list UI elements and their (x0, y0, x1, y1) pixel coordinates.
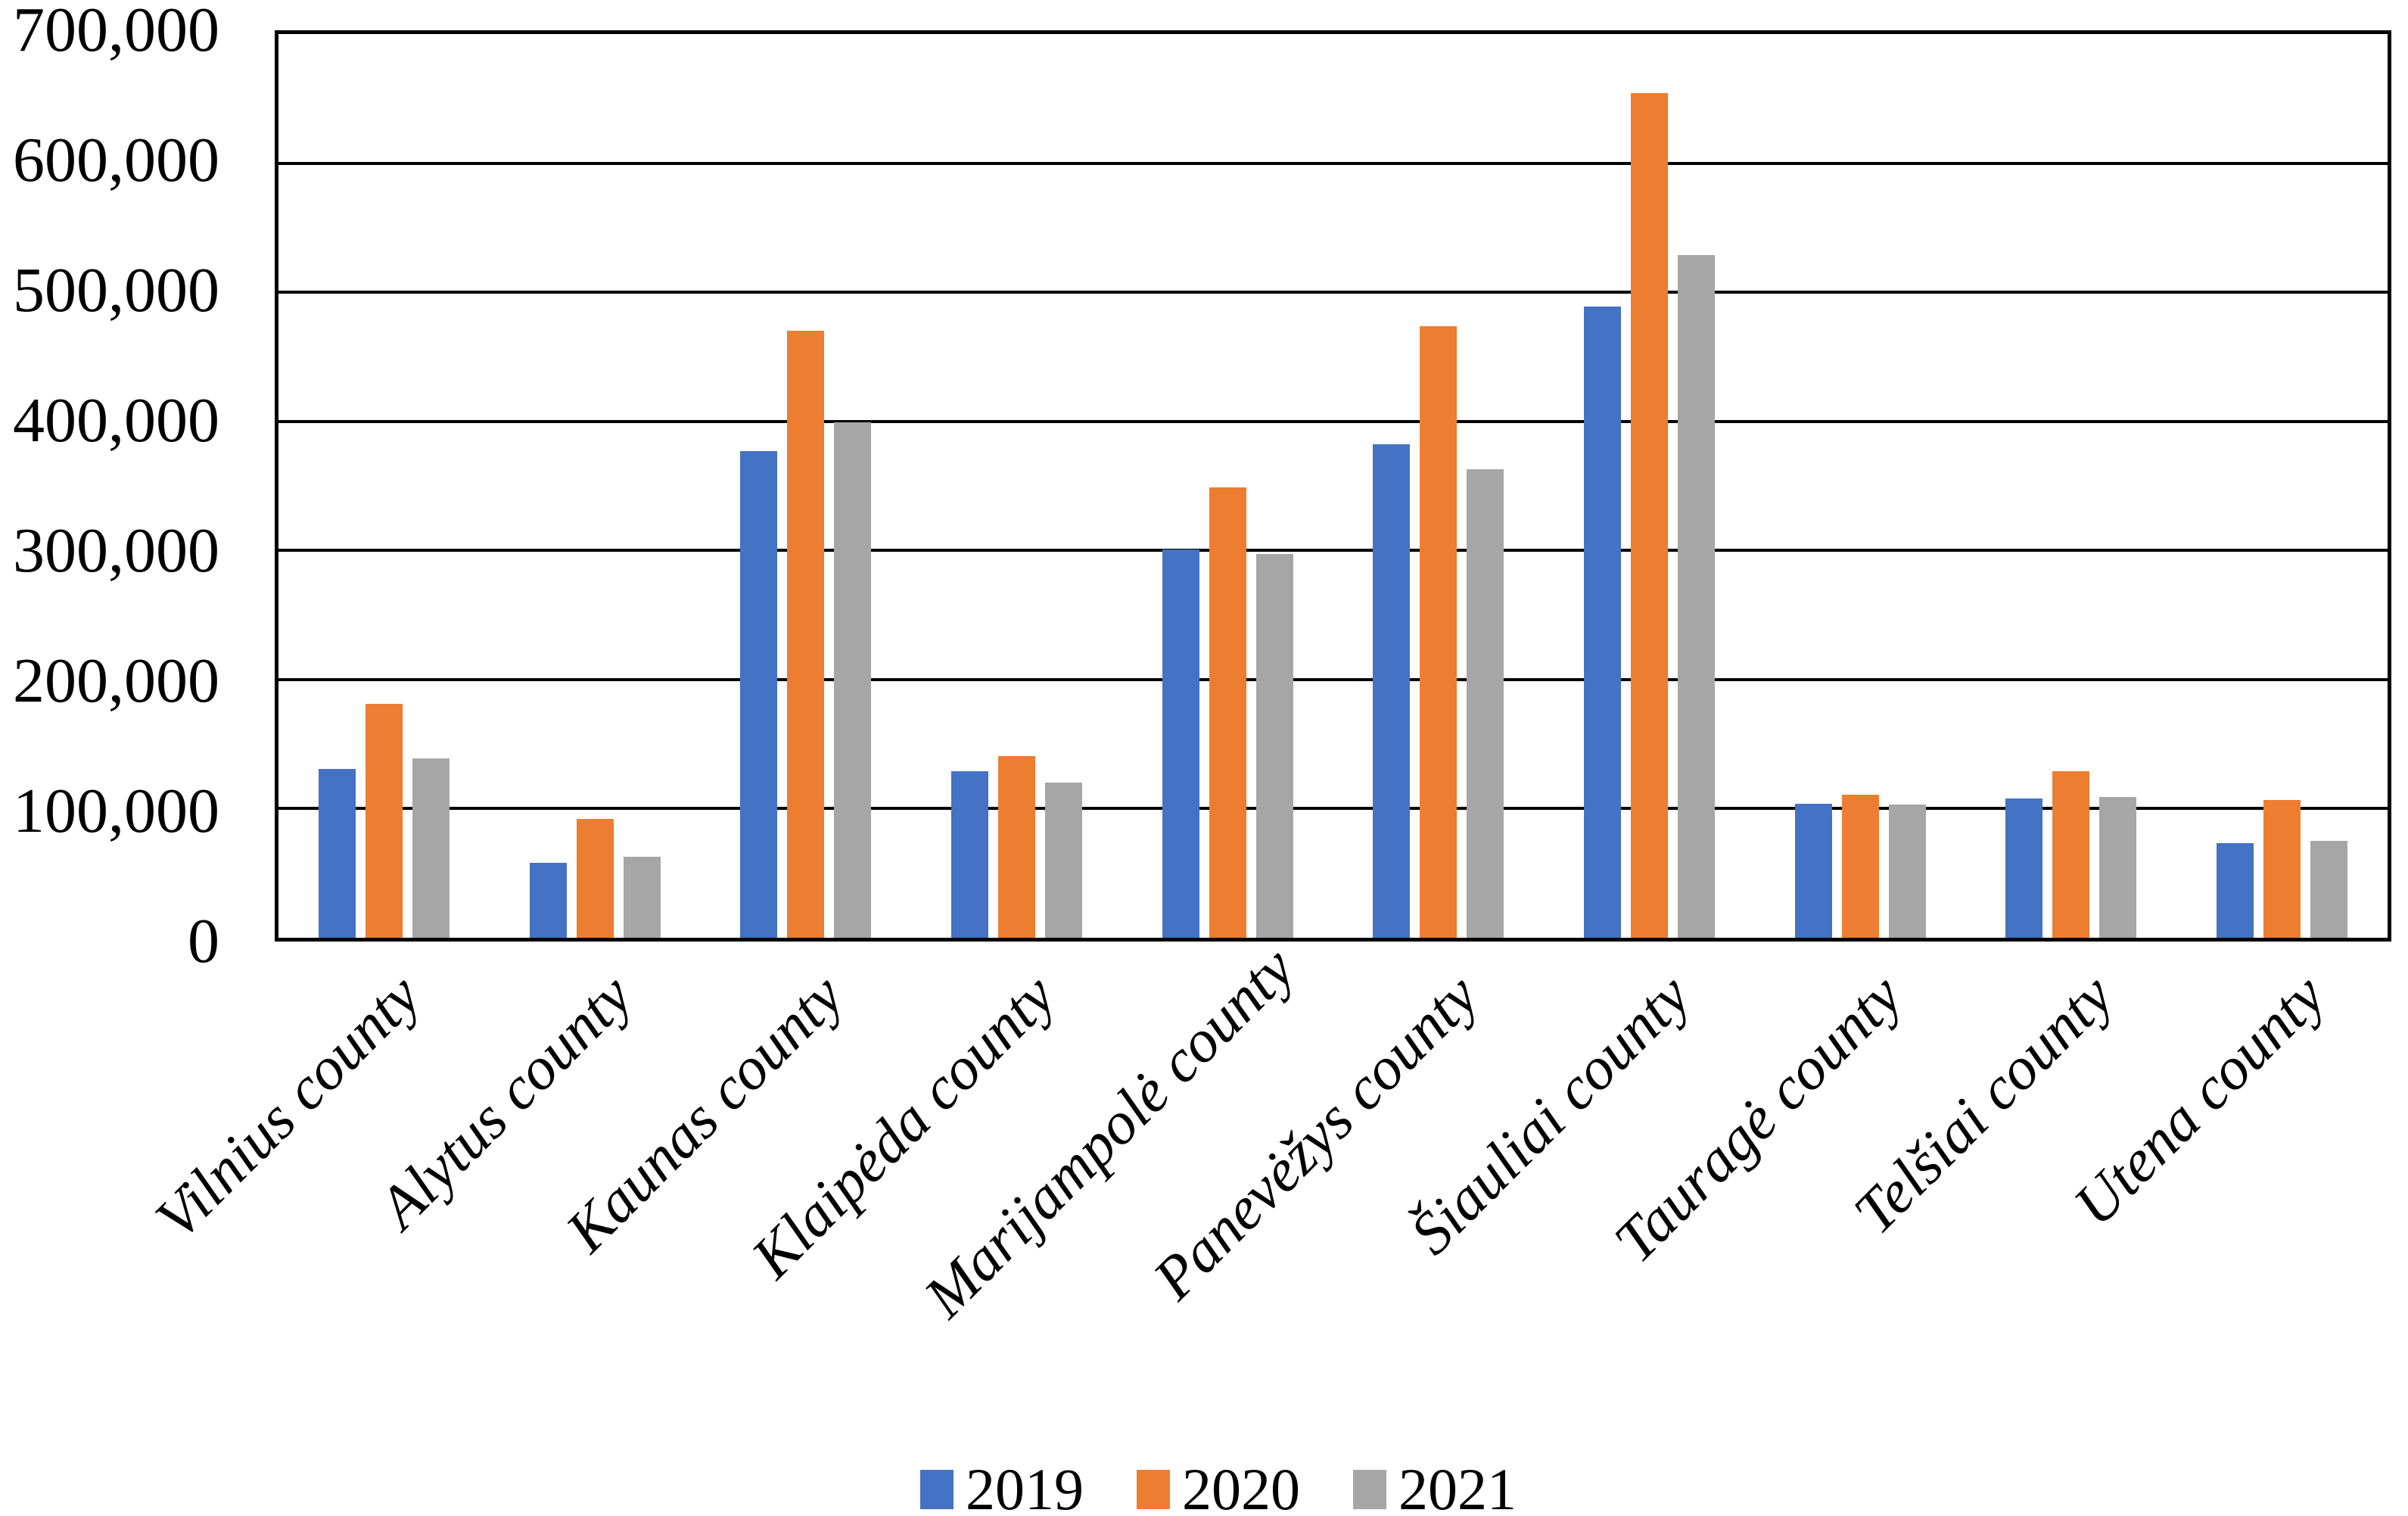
gridline (278, 419, 2388, 423)
bar-groups (278, 34, 2388, 938)
gridline (278, 677, 2388, 681)
bar-group (1333, 34, 1545, 938)
bar-group (911, 34, 1122, 938)
bar-2020 (1631, 93, 1669, 938)
bar-group (1755, 34, 1966, 938)
bar-2021 (1467, 468, 1504, 938)
bar-group (2176, 34, 2388, 938)
bar-2020 (2263, 799, 2301, 938)
y-axis-tick-label: 0 (188, 906, 219, 976)
bar-2019 (318, 768, 356, 938)
legend-label: 2020 (1182, 1456, 1300, 1516)
legend-swatch-icon (920, 1470, 954, 1509)
bar-2020 (2052, 770, 2090, 938)
bar-2021 (623, 856, 661, 938)
bar-2020 (365, 704, 403, 938)
bar-2021 (1678, 254, 1716, 938)
gridline (278, 549, 2388, 553)
bar-2020 (1841, 794, 1879, 938)
legend-swatch-icon (1353, 1470, 1386, 1509)
legend-item: 2021 (1353, 1460, 1517, 1516)
gridline (278, 807, 2388, 811)
y-axis-tick-label: 200,000 (13, 646, 219, 716)
bar-2021 (1255, 554, 1293, 938)
plot-area (275, 30, 2391, 942)
bar-2019 (740, 450, 778, 938)
bar-2019 (1794, 803, 1832, 938)
bar-2020 (1209, 487, 1246, 938)
y-axis-tick-label: 700,000 (13, 0, 219, 65)
bar-group (490, 34, 701, 938)
bar-2019 (1584, 306, 1622, 938)
legend-item: 2019 (920, 1460, 1084, 1516)
legend-label: 2021 (1398, 1456, 1517, 1516)
bar-2020 (997, 755, 1035, 938)
bar-2019 (2217, 843, 2254, 938)
legend-label: 2019 (966, 1456, 1084, 1516)
y-axis-tick-label: 500,000 (13, 255, 219, 325)
y-axis: 0 100,000 200,000 300,000 400,000 500,000 600,… (0, 0, 219, 973)
y-axis-tick-label: 600,000 (13, 125, 219, 195)
bar-2020 (787, 331, 825, 938)
bar-2021 (412, 758, 450, 938)
y-axis-tick-label: 400,000 (13, 385, 219, 456)
bar-group (1122, 34, 1333, 938)
bar-2019 (1162, 549, 1199, 938)
bar-2019 (1373, 444, 1411, 938)
bar-group (1544, 34, 1755, 938)
bar-2020 (1420, 325, 1458, 938)
bar-2021 (1888, 805, 1926, 938)
bar-group (700, 34, 911, 938)
bar-2021 (1044, 783, 1082, 938)
bar-2021 (2099, 797, 2137, 938)
bar-2021 (2310, 841, 2348, 938)
bar-2019 (529, 863, 567, 938)
gridline (278, 161, 2388, 165)
bar-2020 (576, 819, 614, 938)
y-axis-tick-label: 100,000 (13, 776, 219, 846)
legend-swatch-icon (1137, 1470, 1170, 1509)
bar-group (278, 34, 490, 938)
y-axis-tick-label: 300,000 (13, 515, 219, 586)
legend: 2019 2020 2021 (920, 1460, 1517, 1516)
bar-2021 (834, 422, 872, 938)
gridline (278, 291, 2388, 294)
bar-2019 (950, 770, 988, 938)
bar-2019 (2005, 798, 2043, 938)
bar-group (1966, 34, 2177, 938)
legend-item: 2020 (1137, 1460, 1300, 1516)
